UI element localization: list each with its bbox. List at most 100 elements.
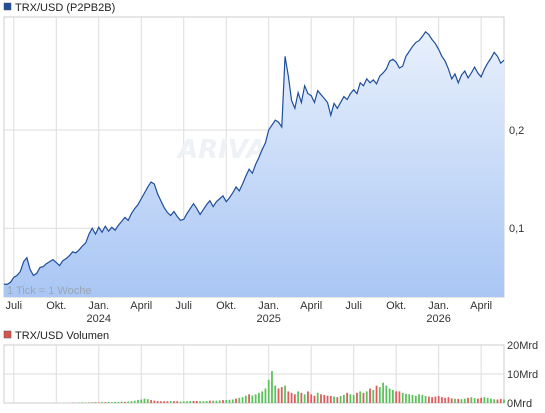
volume-bar [137,400,139,403]
volume-bar [176,401,179,403]
volume-bar [101,402,103,403]
volume-bar [503,399,505,403]
volume-bar [398,391,401,403]
volume-bar [359,391,362,403]
volume-bar [365,391,368,403]
volume-bar [378,387,381,403]
volume-bar [307,391,309,403]
volume-bar [385,385,388,403]
volume-bar [81,402,84,403]
volume-bar [110,402,113,403]
x-tick-label: Juli [6,300,23,312]
volume-bar [117,401,120,403]
volume-bar [254,394,257,403]
volume-bar [342,394,345,403]
price-y-tick-label: 0,1 [509,223,524,235]
volume-bar [153,400,156,403]
volume-bar [362,392,365,403]
volume-bar [114,401,117,403]
volume-bar [205,400,208,403]
volume-bar [271,371,273,403]
volume-bar [107,401,110,403]
volume-bar [146,399,149,403]
volume-bar [251,395,254,403]
volume-bar [457,398,460,403]
volume-bar [94,402,97,403]
volume-bar [248,394,250,403]
volume-bar [212,400,215,403]
volume-bar [382,382,384,403]
volume-bar [427,396,430,403]
volume-bar [401,392,404,403]
volume-bar [408,394,411,403]
volume-bar [320,394,322,403]
volume-bar [238,397,241,403]
volume-bar [244,395,247,403]
volume-bar [166,401,169,403]
x-tick-label: Juli [345,300,362,312]
volume-bar [356,392,358,403]
volume-bar [493,399,496,403]
x-tick-year: 2024 [87,313,111,325]
volume-bar [467,397,469,403]
volume-bar [447,397,450,403]
volume-bar [316,392,319,403]
volume-bar [186,401,188,403]
volume-bar [336,397,339,403]
volume-bar [470,397,473,403]
volume-bar [326,395,329,403]
x-tick-label: April [470,300,492,312]
volume-bar [411,394,414,403]
volume-bar [231,399,234,403]
volume-bar [421,394,424,403]
volume-bar [127,401,130,403]
volume-bar [434,396,437,403]
volume-bar [287,391,290,403]
volume-bar [91,402,94,403]
volume-bar [97,402,100,403]
volume-bar [496,399,499,403]
volume-bar [159,401,162,403]
volume-grid [4,345,504,403]
volume-bar [199,401,201,403]
volume-y-tick-label: 0Mrd [507,398,532,410]
price-y-tick-label: 0,2 [509,125,524,137]
volume-bar [460,399,463,403]
price-y-axis: 0,1 0,2 [509,125,524,235]
volume-bar [450,398,453,403]
volume-bar [104,402,107,403]
volume-bar [258,392,260,403]
volume-bar [192,400,195,403]
volume-bar [124,401,126,403]
volume-bar [405,393,407,403]
volume-bar [261,391,264,403]
x-tick-label: Jan. [88,300,109,312]
volume-bar [202,401,205,403]
volume-bar [133,400,136,403]
price-area [4,31,504,298]
price-legend-label: TRX/USD (P2PB2B) [15,2,115,14]
x-tick-label: Okt. [46,300,66,312]
volume-bar [182,401,185,403]
volume-bar [303,394,306,403]
volume-bar [444,397,447,403]
volume-bar [218,400,221,403]
volume-bar [463,398,466,403]
volume-bar [454,398,456,403]
volume-bar [163,401,166,403]
volume-bar [473,398,476,403]
volume-bar [424,396,427,403]
volume-bar [388,388,391,403]
volume-bar [173,401,175,403]
volume-bar [280,387,283,403]
volume-bar [225,400,228,403]
volume-bar [437,396,440,403]
x-tick-label: April [300,300,322,312]
volume-bar [476,398,479,403]
volume-bar [228,399,231,403]
volume-bar [150,400,152,403]
volume-bar [329,396,332,403]
volume-panel: 0Mrd 10Mrd 20Mrd [3,340,538,410]
